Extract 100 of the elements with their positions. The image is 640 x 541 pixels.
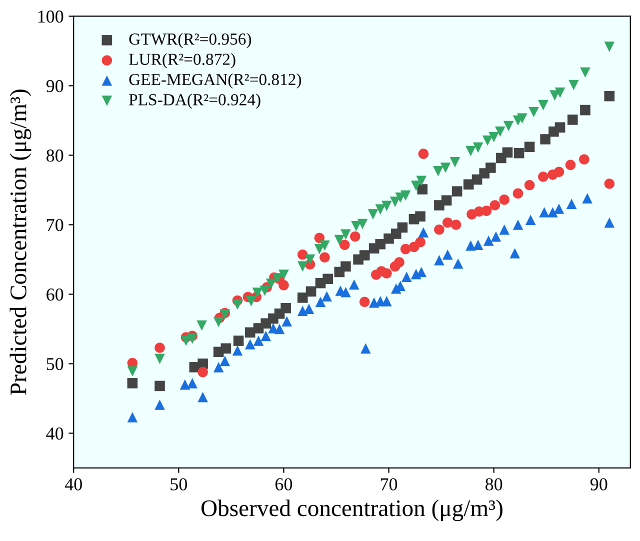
point [297,306,308,316]
point [538,172,548,182]
point [359,250,370,260]
point [340,286,351,298]
point [232,299,243,310]
point [394,257,404,268]
point [441,195,452,206]
point [554,122,566,133]
point [442,249,453,260]
x-tick-label: 40 [64,478,82,490]
point [452,258,464,269]
point [416,176,426,186]
point [565,160,576,170]
point [382,268,392,279]
y-tick-label: 60 [46,288,64,301]
point [410,180,422,191]
point [322,274,333,284]
point [304,304,314,314]
point [450,220,462,230]
y-tick-label: 50 [46,358,64,370]
point [401,272,412,282]
point [400,190,411,201]
point [554,88,566,98]
point [525,214,536,226]
x-tick-label: 60 [275,478,292,490]
point [154,354,165,364]
point [232,345,243,356]
legend-label: GEE-MEGAN(R²=0.812) [129,73,302,89]
point [213,316,224,328]
point [434,224,444,235]
point [320,252,330,263]
point [400,244,411,254]
point [315,296,326,308]
point [512,220,524,230]
point [280,302,291,314]
point [580,67,590,78]
point [339,240,350,250]
point [466,146,476,156]
point [360,343,371,354]
point [490,231,502,242]
point [187,334,198,344]
point [382,200,392,212]
x-tick-label: 90 [590,478,608,490]
point [494,126,506,137]
legend-label: LUR(R²=0.872) [129,53,236,68]
point [297,261,308,272]
point [499,194,510,205]
point [432,166,444,176]
x-tick-label: 70 [380,478,398,490]
point [252,288,263,298]
point [213,362,224,372]
point [415,211,426,222]
point [220,343,232,354]
point [499,224,510,235]
point [397,222,408,233]
point [154,380,165,392]
point [198,392,208,402]
point [260,330,272,342]
point [297,292,308,303]
point [127,412,138,422]
point [434,255,444,266]
point [127,378,138,388]
point [334,234,345,246]
point [187,378,198,388]
point [154,400,165,410]
point [442,217,453,228]
point [246,296,256,306]
point [472,142,484,153]
point [488,132,499,142]
point [278,270,289,280]
point [375,239,386,250]
point [198,366,208,378]
point [604,42,615,52]
point [357,218,368,230]
point [524,142,535,152]
point [322,291,332,302]
point [314,232,325,244]
point [452,186,462,197]
point [359,296,370,308]
y-tick-label: 70 [47,218,64,232]
point [582,193,592,204]
point [486,162,496,173]
point [490,200,500,210]
point [510,248,520,258]
y-tick-label: 40 [46,427,64,440]
point [517,113,528,124]
point [196,320,207,331]
point [538,100,548,110]
point [375,204,386,215]
point [482,135,493,146]
point [580,104,590,116]
point [220,356,230,366]
legend-label: PLS-DA(R²=0.924) [129,94,260,109]
point [382,296,392,306]
point [306,286,316,297]
point [604,91,615,102]
point [568,80,579,90]
point [350,231,360,242]
point [253,336,264,346]
point [566,198,577,210]
